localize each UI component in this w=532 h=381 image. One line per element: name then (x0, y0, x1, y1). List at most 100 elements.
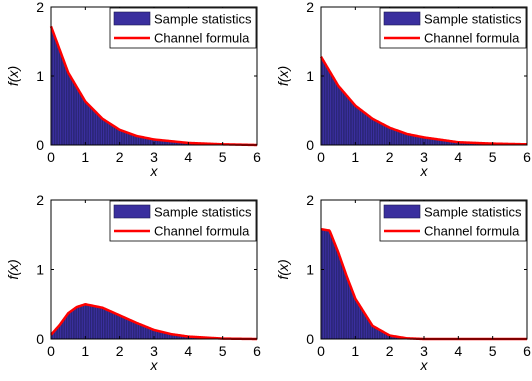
histogram-bar (121, 130, 124, 146)
histogram-bar (346, 278, 349, 340)
x-tick-label: 2 (386, 149, 394, 165)
histogram-bar (365, 113, 368, 146)
histogram-bar (404, 133, 408, 146)
histogram-bar (66, 70, 69, 146)
histogram-bar (413, 135, 416, 146)
histogram-bar (327, 69, 330, 146)
histogram-bar (329, 72, 332, 146)
histogram-bar (76, 306, 79, 340)
histogram-bars (320, 229, 425, 340)
chart-panel-1: 0 1 2 3 4 5 6 0 1 2 x f(x) Sample statistics Channel … (5, 0, 261, 179)
histogram-bar (78, 305, 81, 340)
histogram-bar (76, 88, 79, 146)
histogram-bar (138, 323, 141, 340)
histogram-bar (128, 319, 131, 340)
histogram-bar (98, 307, 101, 340)
histogram-bar (55, 42, 59, 146)
legend: Sample statistics Channel formula (109, 7, 257, 49)
histogram-bar (81, 304, 84, 340)
histogram-bar (57, 46, 60, 146)
legend-swatch-bar (113, 204, 151, 219)
histogram-bar (131, 134, 134, 146)
histogram-bar (91, 109, 95, 146)
x-tick-label: 0 (47, 343, 55, 359)
histogram-bar (81, 96, 84, 146)
histogram-bar (358, 108, 361, 146)
histogram-bar (346, 96, 349, 146)
histogram-bar (336, 84, 339, 146)
legend-label-channel-formula: Channel formula (424, 31, 520, 46)
histogram-bar (386, 126, 389, 146)
histogram-bar (351, 102, 354, 146)
histogram-bar (122, 317, 126, 340)
x-tick-label: 4 (454, 343, 462, 359)
histogram-bar (411, 134, 414, 146)
histogram-bar (408, 134, 411, 146)
histogram-bar (97, 114, 100, 146)
legend: Sample statistics Channel formula (379, 200, 527, 242)
x-axis-label: x (420, 163, 429, 179)
x-tick-label: 3 (150, 343, 158, 359)
histogram-bar (348, 98, 351, 146)
histogram-bar (360, 110, 363, 146)
histogram-bar (380, 123, 384, 146)
x-tick-label: 0 (47, 149, 55, 165)
histogram-bar (141, 325, 144, 340)
histogram-bar (126, 318, 129, 340)
histogram-bar (67, 312, 71, 340)
histogram-bar (353, 104, 356, 146)
histogram-bar (363, 112, 366, 146)
y-axis-label: f(x) (5, 259, 21, 279)
histogram-bar (343, 268, 346, 340)
histogram-bar (74, 307, 77, 340)
histogram-bar (325, 66, 329, 146)
x-tick-label: 1 (81, 149, 89, 165)
histogram-bar (401, 132, 404, 146)
histogram-bar (146, 327, 150, 340)
x-axis-label: x (150, 357, 159, 373)
histogram-bar (62, 318, 65, 340)
histogram-bar (85, 102, 88, 146)
histogram-bar (348, 282, 351, 340)
chart-panel-2: 0 1 2 3 4 5 6 0 1 2 x f(x) Sample statistics Channel … (275, 0, 531, 179)
histogram-bar (327, 230, 330, 340)
histogram-bar (143, 325, 146, 340)
x-tick-label: 5 (219, 343, 227, 359)
histogram-bar (324, 229, 327, 340)
histogram-bar (83, 304, 86, 340)
x-tick-label: 5 (489, 343, 497, 359)
legend-box (379, 200, 527, 242)
legend-label-channel-formula: Channel formula (154, 31, 250, 46)
histogram-bar (399, 131, 402, 146)
histogram-bar (83, 99, 86, 146)
histogram-bar (88, 304, 91, 340)
x-tick-label: 3 (420, 149, 428, 165)
histogram-bar (122, 131, 126, 146)
histogram-bar (117, 314, 120, 340)
histogram-bar (112, 312, 115, 340)
histogram-bar (392, 129, 396, 146)
legend-label-sample-statistics: Sample statistics (154, 12, 252, 27)
histogram-bar (124, 317, 127, 340)
histogram-bar (353, 296, 356, 340)
histogram-bar (86, 304, 89, 340)
histogram-bar (59, 51, 62, 146)
histogram-bar (119, 315, 122, 340)
x-tick-label: 3 (420, 343, 428, 359)
y-tick-label: 2 (306, 192, 314, 208)
histogram-bar (394, 129, 397, 146)
histogram-bar (98, 115, 101, 146)
x-axis-label: x (420, 357, 429, 373)
y-tick-label: 0 (36, 137, 44, 153)
histogram-bar (112, 125, 115, 146)
histogram-bar (332, 241, 335, 340)
histogram-bar (382, 124, 385, 146)
y-tick-label: 2 (36, 192, 44, 208)
histogram-bar (128, 133, 131, 146)
histogram-bar (349, 100, 353, 146)
histogram-bar (339, 259, 342, 340)
histogram-bar (79, 94, 83, 146)
histogram-bar (86, 103, 89, 146)
histogram-bar (324, 63, 327, 146)
y-tick-label: 0 (306, 137, 314, 153)
